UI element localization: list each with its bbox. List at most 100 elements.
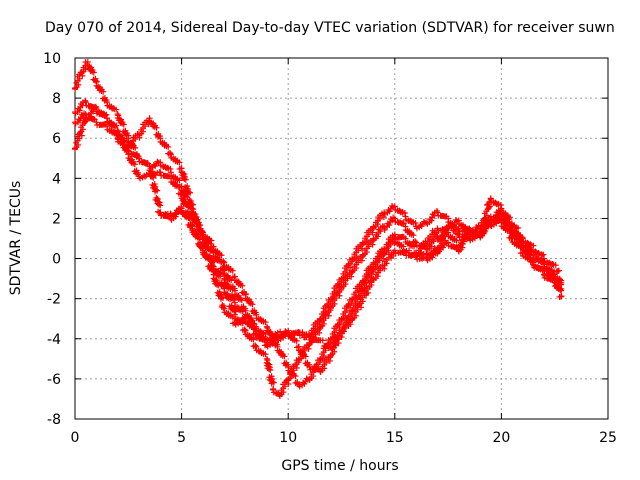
data-point <box>157 209 164 216</box>
data-point <box>481 215 488 222</box>
data-point <box>154 158 161 165</box>
data-point <box>131 161 138 168</box>
data-point <box>268 380 275 387</box>
data-point <box>184 190 191 197</box>
data-point <box>239 315 246 322</box>
data-point <box>185 215 192 222</box>
data-point <box>410 232 417 239</box>
data-point <box>292 373 299 380</box>
data-point <box>79 72 86 79</box>
data-point <box>530 261 537 268</box>
data-point <box>262 331 269 338</box>
tick-labels: 0 5 10 15 20 25 -8 -6 -4 -2 0 2 4 6 8 10 <box>43 51 617 446</box>
data-point <box>528 256 535 263</box>
data-point <box>517 243 524 250</box>
data-point <box>100 88 107 95</box>
data-point <box>277 328 284 335</box>
data-point <box>434 209 441 216</box>
data-point <box>211 268 218 275</box>
data-point <box>205 256 212 263</box>
y-tick-label: 10 <box>43 51 61 67</box>
data-point <box>135 155 142 162</box>
data-point <box>386 208 393 215</box>
data-point <box>239 282 246 289</box>
data-point <box>175 184 182 191</box>
y-tick-label: 6 <box>52 131 61 147</box>
data-point <box>541 267 548 274</box>
data-point <box>111 123 118 130</box>
x-tick-label: 5 <box>177 430 186 446</box>
data-point <box>176 159 183 166</box>
data-point <box>182 176 189 183</box>
data-point <box>293 337 300 344</box>
data-point <box>155 201 162 208</box>
x-tick-label: 0 <box>71 430 80 446</box>
data-point <box>215 282 222 289</box>
data-point <box>299 329 306 336</box>
data-point <box>285 327 292 334</box>
data-point <box>541 255 548 262</box>
data-point <box>506 228 513 235</box>
data-point <box>306 363 313 370</box>
data-point <box>448 223 455 230</box>
data-point <box>157 169 164 176</box>
data-point <box>227 285 234 292</box>
data-point <box>506 214 513 221</box>
data-point <box>82 111 89 118</box>
data-point <box>208 237 215 244</box>
y-tick-label: 4 <box>52 171 61 187</box>
data-point <box>150 174 157 181</box>
data-point <box>152 188 159 195</box>
data-point <box>217 295 224 302</box>
series-trace-2 <box>72 97 565 399</box>
data-point <box>176 177 183 184</box>
data-point <box>262 319 269 326</box>
data-point <box>262 351 269 358</box>
data-point <box>391 215 398 222</box>
data-point <box>420 218 427 225</box>
data-point <box>368 279 375 286</box>
data-point <box>123 142 130 149</box>
data-point <box>391 247 398 254</box>
data-point <box>267 366 274 373</box>
plot-frame <box>74 57 609 420</box>
data-point <box>229 313 236 320</box>
data-point <box>319 337 326 344</box>
x-tick-label: 10 <box>279 430 297 446</box>
y-tick-label: -6 <box>47 372 61 388</box>
data-point <box>558 293 565 300</box>
chart-title: Day 070 of 2014, Sidereal Day-to-day VTE… <box>45 20 615 36</box>
data-point <box>400 243 407 250</box>
data-point <box>445 239 452 246</box>
data-point <box>556 286 563 293</box>
grid <box>75 58 608 419</box>
data-point <box>113 106 120 113</box>
data-point <box>484 202 491 209</box>
data-point <box>429 250 436 257</box>
data-point <box>469 226 476 233</box>
data-point <box>165 143 172 150</box>
data-point <box>197 222 204 229</box>
data-point <box>239 308 246 315</box>
y-tick-label: -8 <box>47 412 61 428</box>
data-point <box>238 297 245 304</box>
data-point <box>413 239 420 246</box>
data-point <box>281 353 288 360</box>
x-tick-label: 20 <box>492 430 510 446</box>
data-point <box>82 99 89 106</box>
data-point <box>530 242 537 249</box>
y-tick-label: 0 <box>52 252 61 268</box>
data-point <box>513 225 520 232</box>
data-point <box>406 247 413 254</box>
y-axis-label: SDTVAR / TECUs <box>8 181 24 296</box>
data-point <box>250 336 257 343</box>
data-point <box>113 130 120 137</box>
axis-ticks <box>74 57 609 420</box>
data-point <box>132 144 139 151</box>
data-point <box>265 366 272 373</box>
x-axis-label: GPS time / hours <box>281 458 398 474</box>
series-trace-5 <box>157 195 562 351</box>
data-point <box>555 267 562 274</box>
data-point <box>90 69 97 76</box>
